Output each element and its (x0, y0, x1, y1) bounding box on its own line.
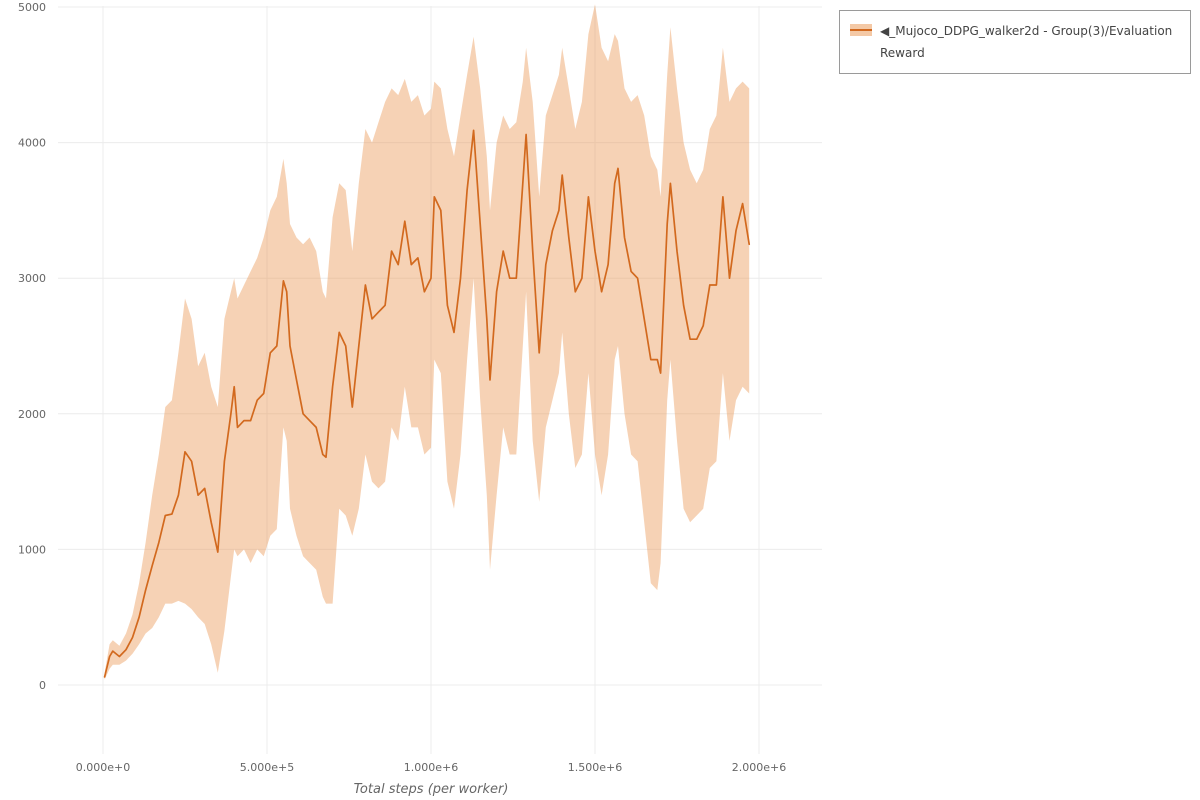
mean-line (103, 129, 751, 678)
y-tick-label: 2000 (18, 408, 46, 421)
legend-line-sample (850, 29, 872, 31)
x-tick-label: 5.000e+5 (240, 761, 294, 774)
x-tick-label: 0.000e+0 (76, 761, 130, 774)
confidence-band (104, 4, 750, 680)
x-tick-label: 1.000e+6 (404, 761, 458, 774)
y-tick-label: 1000 (18, 543, 46, 556)
x-tick-label: 2.000e+6 (732, 761, 786, 774)
legend-band-swatch-icon (850, 24, 872, 36)
x-axis-title: Total steps (per worker) (353, 782, 509, 797)
legend-label: ◀_Mujoco_DDPG_walker2d - Group(3)/Evalua… (880, 24, 1173, 61)
legend-item[interactable]: ◀_Mujoco_DDPG_walker2d - Group(3)/Evalua… (839, 10, 1191, 75)
y-tick-label: 4000 (18, 137, 46, 150)
y-tick-label: 5000 (18, 1, 46, 14)
x-tick-label: 1.500e+6 (568, 761, 622, 774)
y-tick-label: 3000 (18, 272, 46, 285)
y-tick-label: 0 (39, 679, 46, 692)
